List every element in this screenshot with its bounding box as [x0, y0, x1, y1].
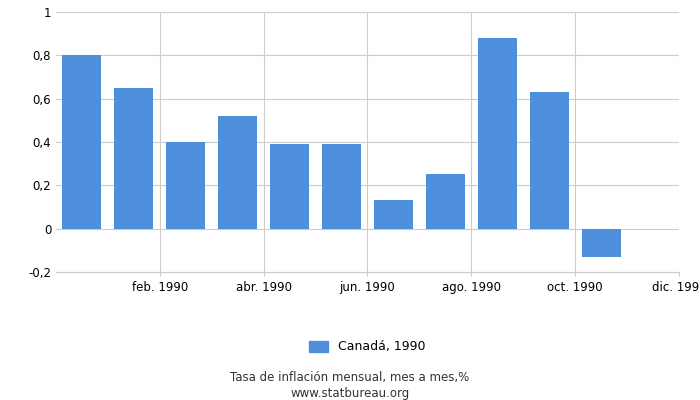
- Bar: [167, 142, 205, 229]
- Bar: [374, 200, 413, 229]
- Text: Tasa de inflación mensual, mes a mes,%: Tasa de inflación mensual, mes a mes,%: [230, 372, 470, 384]
- Bar: [582, 229, 621, 257]
- Bar: [114, 88, 153, 229]
- Text: www.statbureau.org: www.statbureau.org: [290, 388, 410, 400]
- Bar: [270, 144, 309, 229]
- Bar: [62, 55, 102, 229]
- Bar: [478, 38, 517, 229]
- Legend: Canadá, 1990: Canadá, 1990: [304, 336, 430, 358]
- Bar: [218, 116, 257, 229]
- Bar: [426, 174, 465, 229]
- Bar: [322, 144, 361, 229]
- Bar: [530, 92, 568, 229]
